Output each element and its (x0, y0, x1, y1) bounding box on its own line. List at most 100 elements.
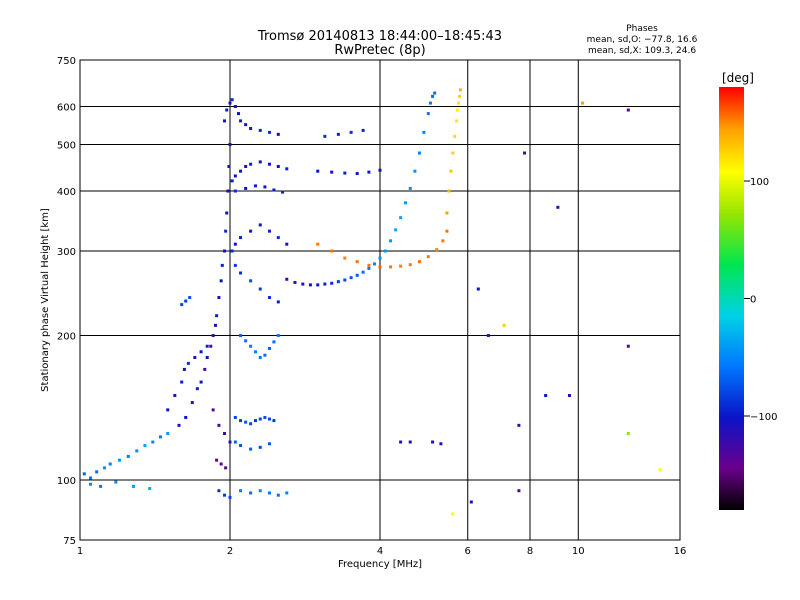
data-point (413, 169, 417, 173)
data-point (399, 264, 403, 268)
plot-grid (80, 60, 680, 540)
data-point (180, 303, 184, 307)
data-point (103, 466, 107, 470)
data-point (258, 160, 262, 164)
data-point (378, 256, 382, 260)
data-point (285, 242, 289, 246)
data-point (263, 185, 267, 189)
colorbar-tick-label: 0 (750, 295, 756, 306)
data-point (408, 440, 412, 444)
data-point (211, 334, 215, 338)
data-point (267, 491, 271, 495)
data-point (228, 101, 232, 105)
colorbar-ticks: 100 0 −100 (744, 177, 777, 423)
data-point (447, 189, 451, 193)
data-point (258, 287, 262, 291)
data-point (343, 256, 347, 260)
data-point (330, 170, 334, 174)
data-point (349, 130, 353, 134)
data-point (316, 283, 320, 287)
data-point (330, 249, 334, 253)
data-point (285, 167, 289, 171)
chart-title-line1: Tromsø 20140813 18:44:00–18:45:43 (257, 29, 502, 44)
data-point (228, 143, 232, 147)
data-point (114, 480, 118, 484)
data-point (253, 350, 257, 354)
data-point (219, 462, 223, 466)
data-point (233, 440, 237, 444)
data-point (224, 466, 228, 470)
data-point (126, 454, 130, 458)
data-point (239, 489, 243, 493)
data-point (253, 184, 257, 188)
data-point (184, 415, 188, 419)
colorbar (719, 87, 744, 510)
data-point (581, 101, 585, 105)
data-point (343, 278, 347, 282)
data-point (166, 408, 170, 412)
data-point (203, 367, 207, 371)
data-point (517, 489, 521, 493)
data-point (226, 189, 230, 193)
data-point (323, 282, 327, 286)
data-point (148, 487, 152, 491)
data-point (451, 512, 455, 516)
data-point (361, 128, 365, 132)
phases-x-stats: mean, sd,X: 109.3, 24.6 (588, 46, 696, 56)
data-point (389, 239, 393, 243)
data-point (449, 169, 453, 173)
data-point (253, 419, 257, 423)
data-point (151, 440, 155, 444)
data-point (389, 265, 393, 269)
data-point (180, 380, 184, 384)
data-point (223, 119, 227, 123)
data-point (373, 262, 377, 266)
data-point (276, 164, 280, 168)
data-point (233, 105, 237, 109)
data-point (249, 422, 253, 426)
data-point (417, 151, 421, 155)
chart-title-line2: RwPretec (8p) (334, 43, 425, 58)
data-point (199, 380, 203, 384)
data-point (428, 101, 432, 105)
data-point (239, 119, 243, 123)
data-point (223, 249, 227, 253)
data-point (249, 491, 253, 495)
data-point (476, 287, 480, 291)
data-point (228, 440, 232, 444)
data-point (217, 296, 221, 300)
data-point (99, 484, 103, 488)
data-point (458, 88, 462, 92)
data-point (249, 126, 253, 130)
data-point (323, 134, 327, 138)
data-point (455, 119, 459, 123)
data-point (408, 263, 412, 267)
data-point (230, 98, 234, 102)
data-point (517, 423, 521, 427)
data-point (244, 186, 248, 190)
data-point (239, 444, 243, 448)
y-tick-label: 750 (57, 56, 76, 67)
data-point (213, 323, 217, 327)
data-point (186, 361, 190, 365)
data-point (215, 458, 219, 462)
data-point (239, 419, 243, 423)
data-point (394, 228, 398, 232)
data-point (227, 164, 231, 168)
data-point (267, 296, 271, 300)
data-point (626, 432, 630, 436)
data-point (228, 495, 232, 499)
data-point (433, 91, 437, 95)
data-point (267, 229, 271, 233)
data-point (378, 168, 382, 172)
data-point (399, 216, 403, 220)
data-point (276, 300, 280, 304)
x-tick-label: 6 (465, 546, 471, 557)
data-point (431, 94, 435, 98)
data-point (408, 186, 412, 190)
phases-o-stats: mean, sd,O: −77.8, 16.6 (587, 35, 698, 45)
data-point (336, 132, 340, 136)
y-tick-label: 200 (57, 332, 76, 343)
data-point (544, 394, 548, 398)
data-point (211, 408, 215, 412)
